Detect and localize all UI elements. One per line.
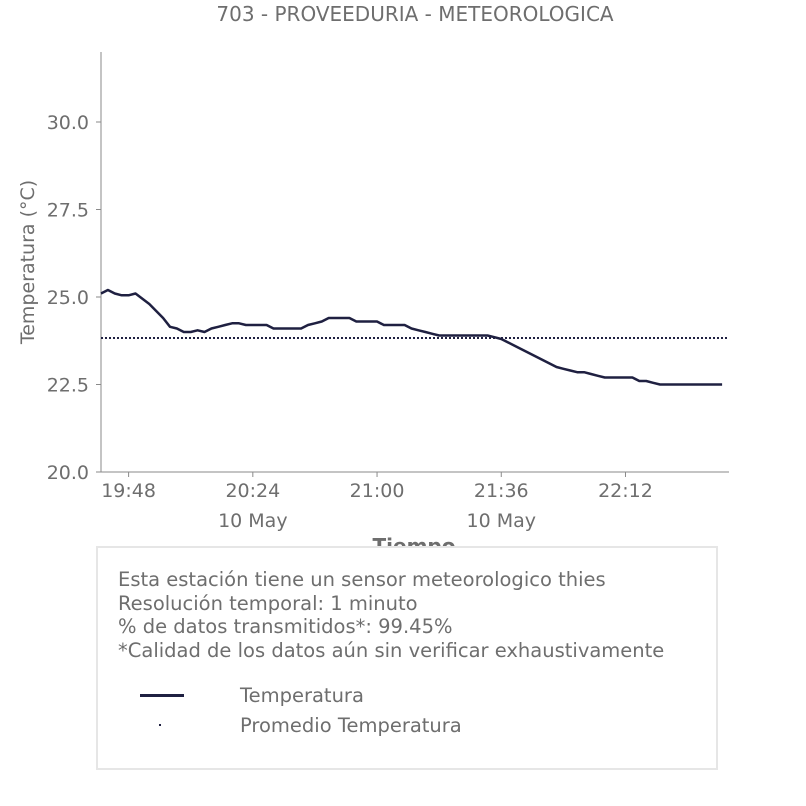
y-tick-label: 25.0: [47, 287, 89, 309]
info-line-transmitted: % de datos transmitidos*: 99.45%: [118, 615, 453, 638]
y-tick-label: 22.5: [47, 375, 89, 397]
x-tick-label: 19:48: [101, 480, 156, 502]
legend-label: Promedio Temperatura: [240, 713, 462, 737]
info-line-resolution: Resolución temporal: 1 minuto: [118, 591, 418, 615]
info-line-quality: *Calidad de los datos aún sin verificar …: [118, 638, 665, 662]
y-tick-label: 20.0: [47, 462, 89, 484]
y-tick-label: 30.0: [47, 112, 89, 134]
legend-item-promedio: Promedio Temperatura: [138, 710, 462, 740]
plot-area: 20.0 22.5 25.0 27.5 30.0 19:48 20:24 10 May 21:0…: [47, 52, 729, 532]
legend-solid-line-icon: [138, 685, 198, 705]
x-tick-label: 20:24: [225, 480, 280, 502]
chart-title: 703 - PROVEEDURIA - METEOROLOGICA: [216, 2, 614, 26]
x-tick-sublabel: 10 May: [218, 510, 288, 532]
station-info-box: Esta estación tiene un sensor meteorolog…: [96, 546, 718, 770]
legend-dotted-line-icon: [138, 715, 198, 735]
station-info-text: Esta estación tiene un sensor meteorolog…: [118, 568, 664, 662]
chart-legend: Temperatura Promedio Temperatura: [138, 680, 462, 740]
info-line-sensor: Esta estación tiene un sensor meteorolog…: [118, 568, 606, 591]
x-tick-sublabel: 10 May: [467, 510, 537, 532]
series-temperatura: [100, 288, 723, 386]
legend-item-temperatura: Temperatura: [138, 680, 462, 710]
x-tick-label: 21:36: [474, 480, 529, 502]
x-tick-label: 22:12: [598, 480, 653, 502]
y-axis-label: Temperatura (°C): [17, 180, 39, 345]
y-tick-label: 27.5: [47, 200, 89, 222]
legend-label: Temperatura: [240, 683, 364, 707]
x-tick-label: 21:00: [350, 480, 405, 502]
